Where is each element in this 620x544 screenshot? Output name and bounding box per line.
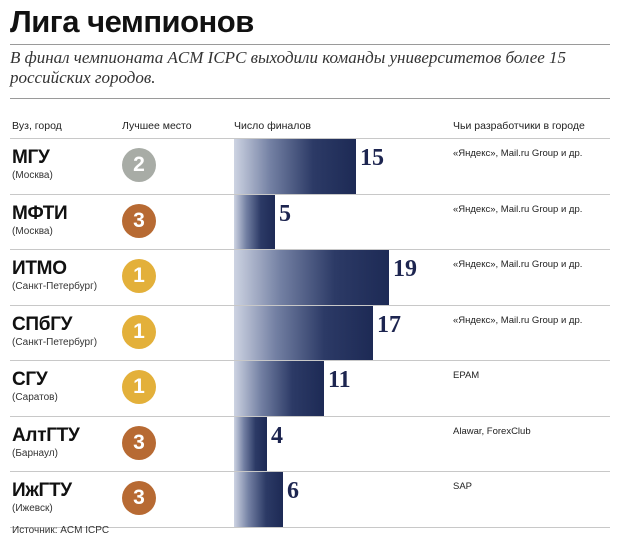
best-place-medal: 3	[122, 426, 156, 460]
row-divider	[10, 360, 610, 361]
finals-value-label: 19	[393, 256, 417, 282]
university-name: МГУ	[12, 147, 50, 168]
university-city: (Саратов)	[12, 392, 58, 403]
title-rule	[10, 44, 610, 45]
best-place-medal: 1	[122, 370, 156, 404]
header-devs: Чьи разработчики в городе	[453, 120, 585, 132]
university-name: МФТИ	[12, 203, 68, 224]
table-bottom-rule	[10, 527, 610, 528]
finals-bar	[234, 195, 275, 250]
best-place-medal: 1	[122, 315, 156, 349]
developers-text: Alawar, ForexClub	[453, 426, 531, 437]
developers-text: EPAM	[453, 370, 480, 381]
row-divider	[10, 249, 610, 250]
university-city: (Москва)	[12, 226, 53, 237]
university-city: (Барнаул)	[12, 448, 58, 459]
row-divider	[10, 305, 610, 306]
finals-bar	[234, 417, 267, 472]
developers-text: «Яндекс», Mail.ru Group и др.	[453, 148, 583, 159]
subtitle: В финал чемпионата ACM ICPC выходили ком…	[10, 48, 567, 87]
finals-bar	[234, 139, 356, 194]
finals-value-label: 4	[271, 423, 283, 449]
row-divider	[10, 416, 610, 417]
developers-text: «Яндекс», Mail.ru Group и др.	[453, 204, 583, 215]
university-city: (Москва)	[12, 170, 53, 181]
university-name: СПбГУ	[12, 314, 73, 335]
header-finals: Число финалов	[234, 120, 311, 132]
header-uni: Вуз, город	[12, 120, 62, 132]
finals-value-label: 6	[287, 478, 299, 504]
finals-value-label: 5	[279, 201, 291, 227]
university-city: (Санкт-Петербург)	[12, 337, 98, 348]
university-city: (Ижевск)	[12, 503, 53, 514]
developers-text: SAP	[453, 481, 473, 492]
best-place-medal: 1	[122, 259, 156, 293]
developers-text: «Яндекс», Mail.ru Group и др.	[453, 259, 583, 270]
source-note: Источник: ACM ICPC	[12, 525, 110, 536]
university-city: (Санкт-Петербург)	[12, 281, 98, 292]
university-name: ИжГТУ	[12, 480, 72, 501]
row-divider	[10, 194, 610, 195]
subtitle-rule	[10, 98, 610, 99]
best-place-medal: 3	[122, 204, 156, 238]
best-place-medal: 3	[122, 481, 156, 515]
finals-bar	[234, 361, 324, 416]
university-name: СГУ	[12, 369, 48, 390]
developers-text: «Яндекс», Mail.ru Group и др.	[453, 315, 583, 326]
header-best: Лучшее место	[122, 120, 192, 132]
row-divider	[10, 471, 610, 472]
finals-value-label: 11	[328, 367, 351, 393]
university-name: АлтГТУ	[12, 425, 80, 446]
best-place-medal: 2	[122, 148, 156, 182]
finals-bar	[234, 306, 373, 361]
university-name: ИТМО	[12, 258, 67, 279]
finals-bar	[234, 472, 283, 527]
row-divider	[10, 138, 610, 139]
finals-value-label: 15	[360, 145, 384, 171]
finals-value-label: 17	[377, 312, 401, 338]
finals-bar	[234, 250, 389, 305]
page-title: Лига чемпионов	[10, 4, 254, 39]
